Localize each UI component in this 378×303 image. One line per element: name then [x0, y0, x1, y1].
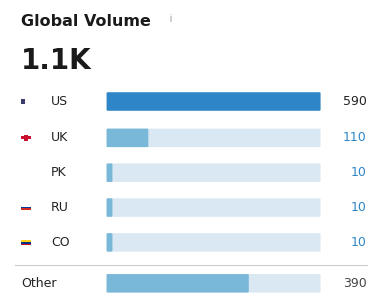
Bar: [21, 136, 31, 139]
Bar: [21, 244, 31, 245]
Bar: [21, 205, 31, 207]
Text: 590: 590: [343, 95, 367, 108]
Bar: [21, 99, 25, 104]
Text: PK: PK: [51, 166, 67, 179]
Text: 10: 10: [351, 166, 367, 179]
Text: 10: 10: [351, 236, 367, 249]
Text: 110: 110: [343, 132, 367, 144]
Text: 390: 390: [343, 277, 367, 290]
Text: RU: RU: [51, 201, 69, 214]
Text: 1.1K: 1.1K: [21, 47, 91, 75]
Text: Global Volume: Global Volume: [21, 14, 151, 29]
Bar: [24, 135, 28, 141]
Text: CO: CO: [51, 236, 70, 249]
Bar: [21, 207, 31, 208]
Text: Other: Other: [21, 277, 56, 290]
Bar: [21, 240, 31, 242]
Text: UK: UK: [51, 132, 68, 144]
Text: US: US: [51, 95, 68, 108]
Text: i: i: [166, 14, 173, 24]
Bar: [21, 208, 31, 210]
Bar: [21, 242, 31, 244]
Text: 10: 10: [351, 201, 367, 214]
